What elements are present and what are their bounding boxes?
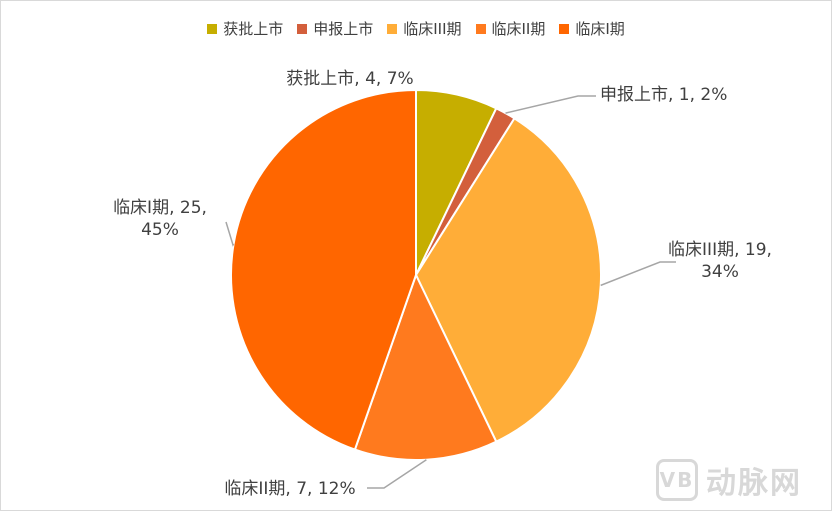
legend-label: 获批上市 <box>223 20 284 38</box>
leader-line-phase1 <box>225 221 235 247</box>
pie-slice-phase1 <box>230 88 417 451</box>
legend-item-phase1: 临床I期 <box>559 18 625 39</box>
leader-line-phase2 <box>367 459 427 489</box>
legend-label: 申报上市 <box>313 20 374 38</box>
pie-slice-phase3 <box>414 116 602 444</box>
legend-swatch <box>475 23 486 34</box>
watermark-logo-icon: VB <box>656 459 698 501</box>
legend-item-approved: 获批上市 <box>207 18 283 39</box>
chart-legend: 获批上市 申报上市 临床III期 临床II期 临床I期 <box>0 18 832 39</box>
legend-swatch <box>559 23 570 34</box>
data-label-phase3: 临床III期, 19, 34% <box>668 240 772 282</box>
data-label-phase2: 临床II期, 7, 12% <box>224 479 355 499</box>
pie-slice-phase2 <box>353 272 498 461</box>
legend-swatch <box>387 23 398 34</box>
leader-line-phase3 <box>600 261 676 287</box>
data-label-filed: 申报上市, 1, 2% <box>600 85 727 105</box>
legend-label: 临床III期 <box>403 20 462 38</box>
watermark: VB 动脉网 <box>656 458 802 502</box>
legend-item-filed: 申报上市 <box>297 18 373 39</box>
leader-line-filed <box>505 95 596 114</box>
legend-swatch <box>297 23 308 34</box>
legend-label: 临床I期 <box>575 20 625 38</box>
pie-slices <box>230 88 602 461</box>
legend-item-phase3: 临床III期 <box>387 18 462 39</box>
leader-lines <box>225 95 676 489</box>
legend-swatch <box>207 23 218 34</box>
legend-label: 临床II期 <box>491 20 546 38</box>
legend-item-phase2: 临床II期 <box>475 18 546 39</box>
data-label-approved: 获批上市, 4, 7% <box>286 69 413 89</box>
data-label-phase1: 临床I期, 25, 45% <box>113 198 207 240</box>
data-labels: 获批上市, 4, 7% 申报上市, 1, 2% 临床III期, 19, 34% 临床II… <box>113 69 772 499</box>
watermark-text: 动脉网 <box>706 466 802 501</box>
